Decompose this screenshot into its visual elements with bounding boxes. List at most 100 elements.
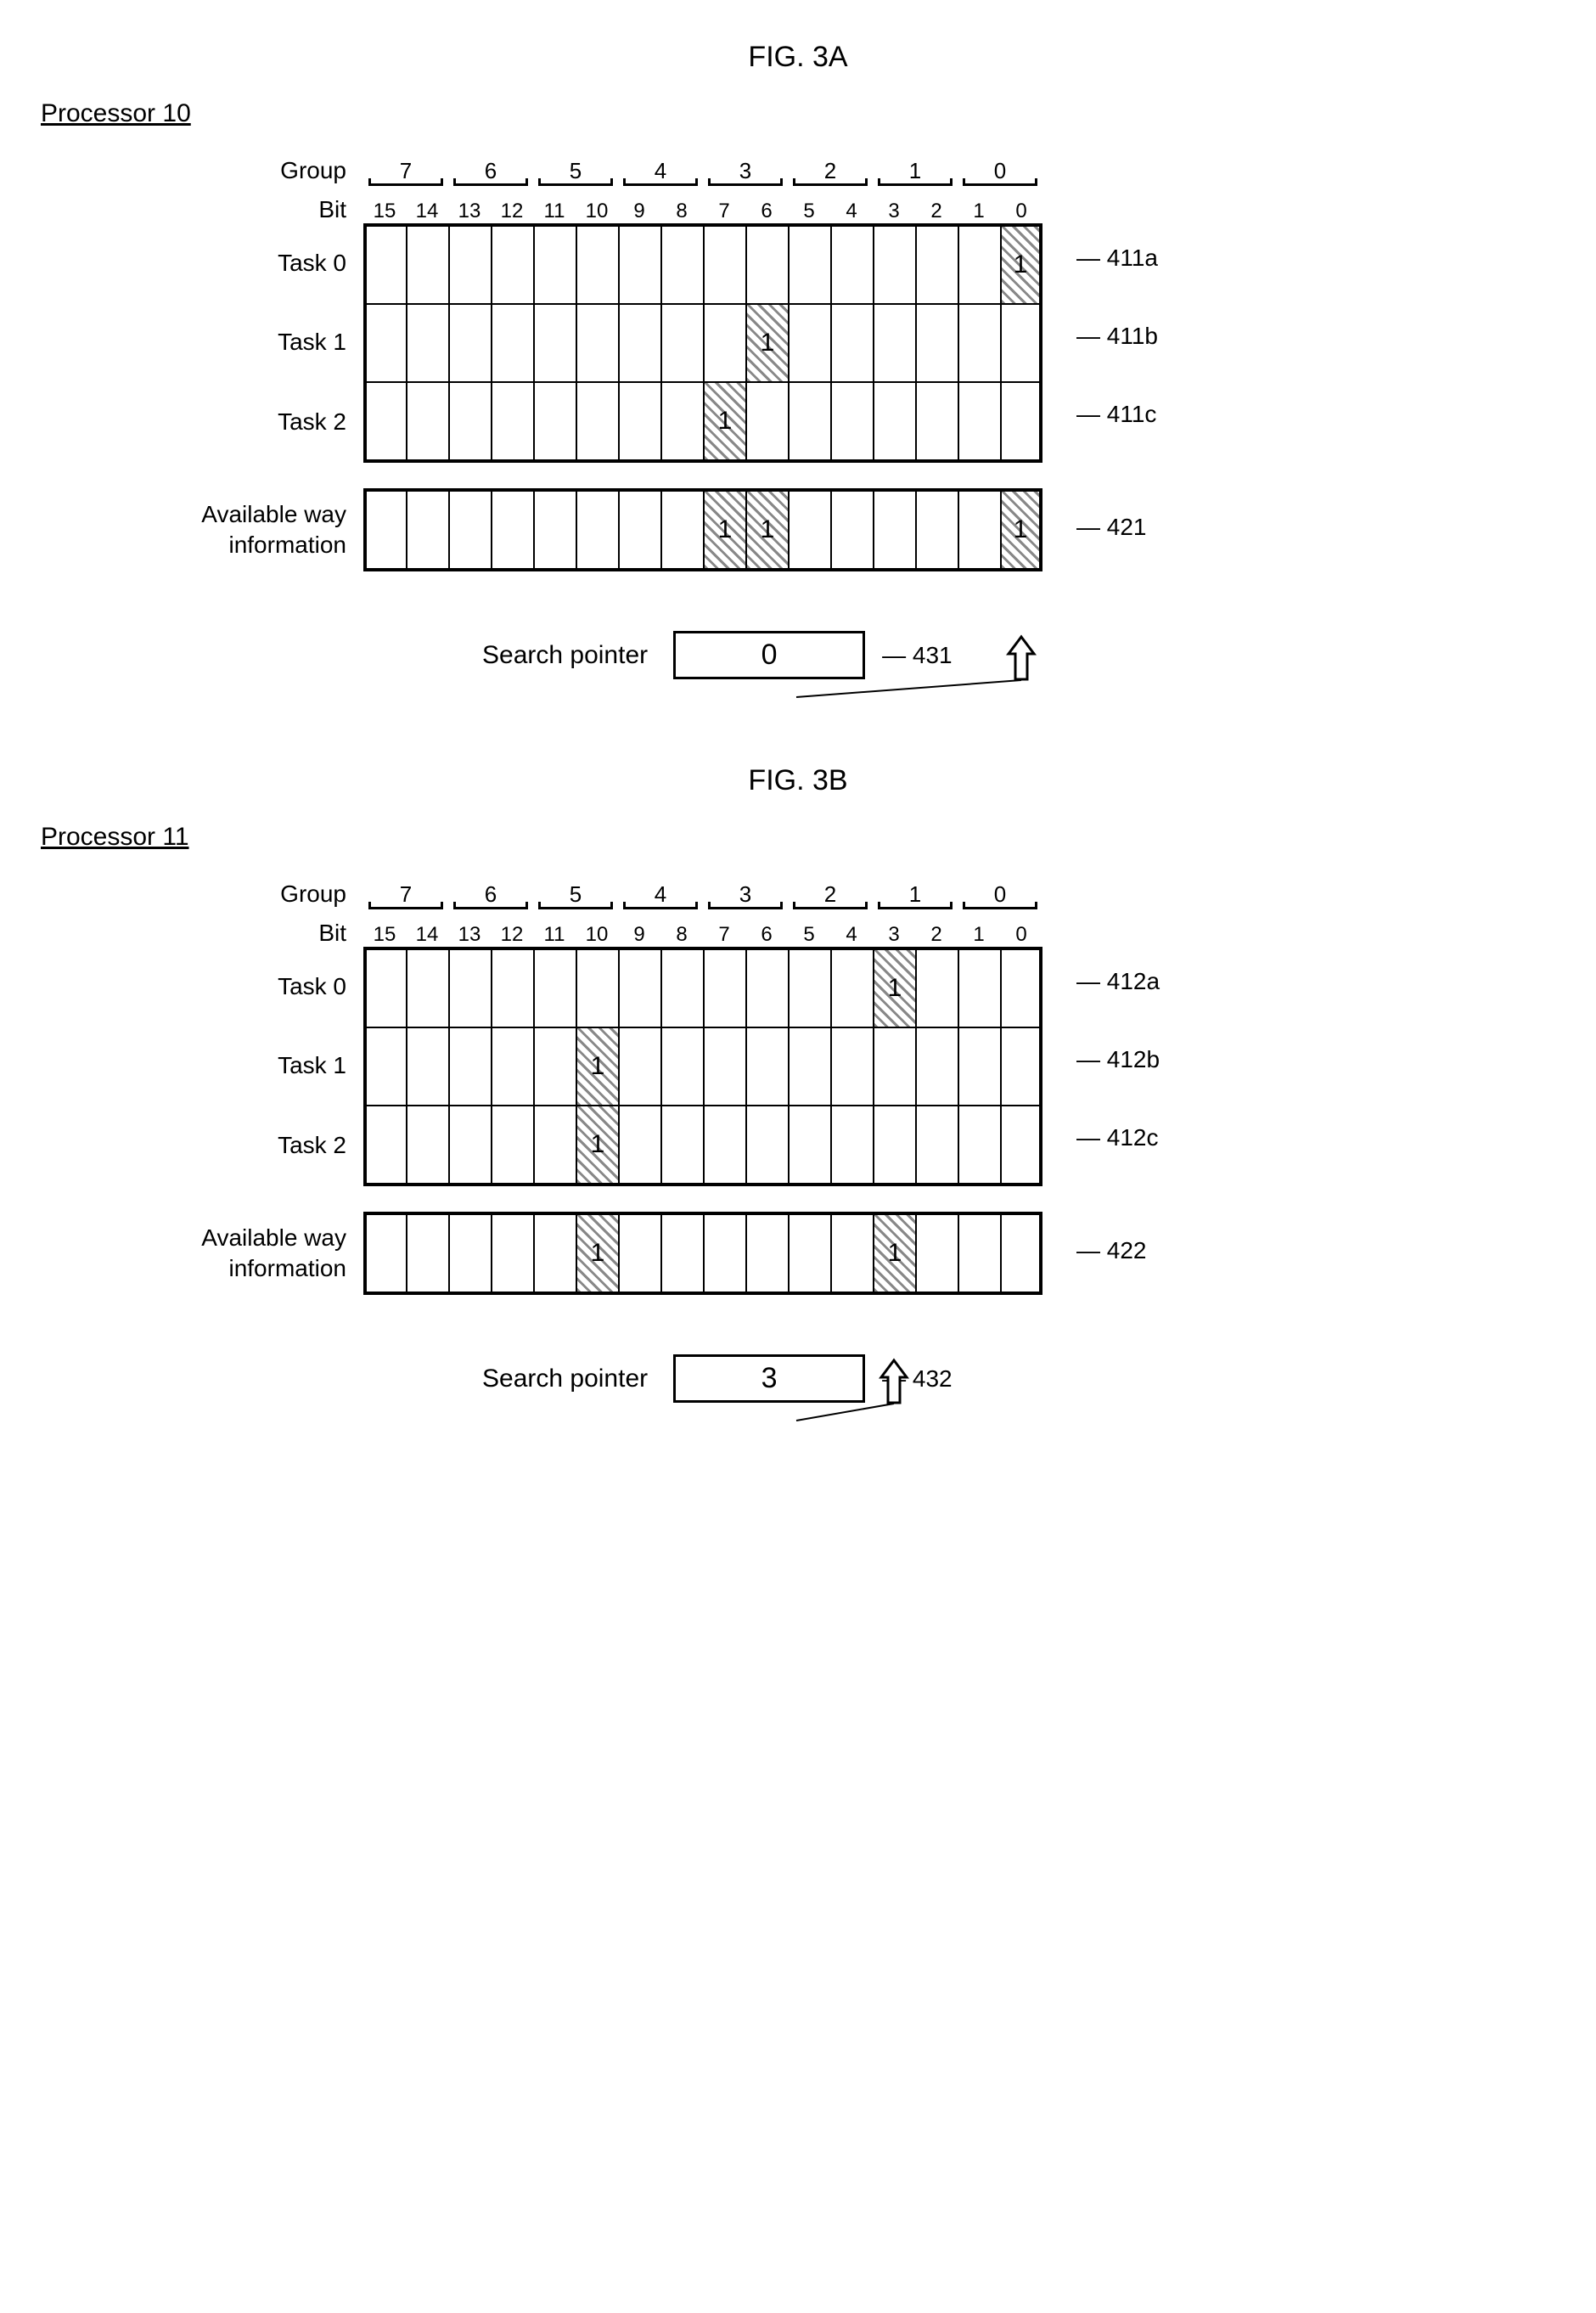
bit-cell: [406, 383, 448, 459]
bit-cell: [363, 1028, 406, 1105]
reference-label: — 411a: [1076, 245, 1158, 272]
bit-header: 10: [576, 200, 618, 223]
avail-bit-cell: [703, 1215, 745, 1292]
avail-bit-cell: [788, 492, 830, 568]
bit-cell: [448, 383, 491, 459]
bit-cell: [830, 305, 873, 381]
bit-header: 12: [491, 923, 533, 947]
bit-cell: [873, 1028, 915, 1105]
bit-header: 6: [745, 200, 788, 223]
avail-bit-cell: [915, 492, 958, 568]
bit-cell: [406, 1106, 448, 1183]
bit-cell: [660, 950, 703, 1027]
bit-cell: [873, 305, 915, 381]
bit-header: 5: [788, 923, 830, 947]
bit-header: 10: [576, 923, 618, 947]
bit-cell: [491, 227, 533, 303]
bit-cell: 1: [745, 305, 788, 381]
task-label: Task 1: [126, 1052, 363, 1079]
reference-label: — 411c: [1076, 401, 1156, 428]
avail-bit-cell: [745, 1215, 788, 1292]
avail-bit-cell: [830, 492, 873, 568]
bit-cell: [1000, 1028, 1042, 1105]
bit-cell: [788, 227, 830, 303]
task-label: Task 0: [126, 973, 363, 1000]
group-header: 5: [533, 881, 618, 908]
group-header: 1: [873, 158, 958, 184]
search-pointer-label: Search pointer: [482, 641, 648, 670]
bit-header: 7: [703, 200, 745, 223]
bit-cell: [491, 950, 533, 1027]
avail-bit-cell: [406, 492, 448, 568]
bit-cell: [533, 305, 576, 381]
reference-label: — 412c: [1076, 1124, 1159, 1151]
bit-cell: [363, 383, 406, 459]
bit-header: 1: [958, 923, 1000, 947]
bit-header: 13: [448, 923, 491, 947]
bit-cell: [406, 305, 448, 381]
reference-label: — 412b: [1076, 1046, 1160, 1073]
task-label: Task 1: [126, 329, 363, 356]
bit-cell: [363, 227, 406, 303]
bit-header: 11: [533, 200, 576, 223]
bit-header: 4: [830, 923, 873, 947]
reference-label: — 431: [882, 642, 953, 669]
bit-cell: 1: [1000, 227, 1042, 303]
avail-bit-cell: [576, 492, 618, 568]
arrow-up-icon: [1000, 633, 1042, 684]
bit-header: 0: [1000, 923, 1042, 947]
avail-bit-cell: [363, 1215, 406, 1292]
bit-cell: [958, 305, 1000, 381]
bit-cell: [406, 227, 448, 303]
reference-label: — 422: [1076, 1237, 1147, 1264]
bit-cell: [660, 227, 703, 303]
bit-cell: [618, 305, 660, 381]
bit-cell: [788, 383, 830, 459]
bit-cell: [788, 950, 830, 1027]
available-way-label: Available wayinformation: [126, 1223, 363, 1285]
bit-cell: [1000, 950, 1042, 1027]
avail-bit-cell: [618, 492, 660, 568]
bit-cell: [618, 1106, 660, 1183]
task-label: Task 2: [126, 1132, 363, 1159]
processor-title: Processor 10: [41, 99, 1555, 128]
avail-bit-cell: [406, 1215, 448, 1292]
bit-cell: [533, 227, 576, 303]
avail-bit-cell: [958, 492, 1000, 568]
bit-cell: [958, 950, 1000, 1027]
bit-cell: [448, 1028, 491, 1105]
bit-cell: [406, 950, 448, 1027]
bit-cell: [788, 305, 830, 381]
group-header: 4: [618, 158, 703, 184]
bit-header: 0: [1000, 200, 1042, 223]
avail-bit-cell: [660, 1215, 703, 1292]
bit-cell: [915, 950, 958, 1027]
bit-cell: [788, 1028, 830, 1105]
bit-header: 11: [533, 923, 576, 947]
bit-cell: [618, 383, 660, 459]
bit-header: 2: [915, 200, 958, 223]
bit-cell: [915, 1106, 958, 1183]
bit-cell: [1000, 383, 1042, 459]
bit-cell: [873, 227, 915, 303]
bit-header: 14: [406, 923, 448, 947]
bit-cell: 1: [873, 950, 915, 1027]
avail-bit-cell: [533, 492, 576, 568]
bit-cell: [745, 383, 788, 459]
bit-header: 4: [830, 200, 873, 223]
bit-cell: [576, 305, 618, 381]
group-header: 0: [958, 881, 1042, 908]
avail-bit-cell: 1: [873, 1215, 915, 1292]
bit-cell: [618, 950, 660, 1027]
group-header: 2: [788, 158, 873, 184]
bit-cell: [873, 1106, 915, 1183]
bit-cell: [958, 1028, 1000, 1105]
bit-cell: [576, 227, 618, 303]
avail-bit-cell: [363, 492, 406, 568]
bit-header: 13: [448, 200, 491, 223]
bit-header: 9: [618, 200, 660, 223]
available-way-label: Available wayinformation: [126, 499, 363, 561]
bit-header: 2: [915, 923, 958, 947]
bit-cell: [830, 950, 873, 1027]
bit-cell: 1: [576, 1106, 618, 1183]
